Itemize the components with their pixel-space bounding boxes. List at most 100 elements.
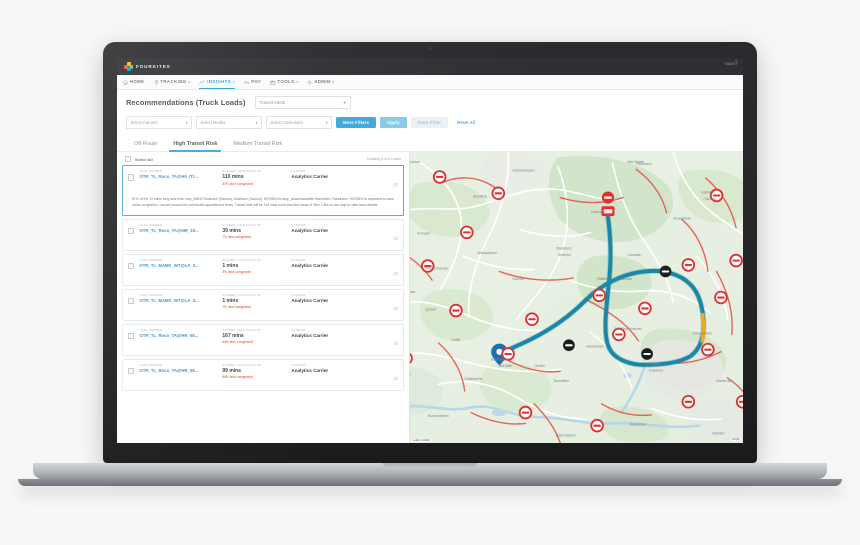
incident-marker[interactable] bbox=[735, 394, 743, 409]
incident-marker[interactable] bbox=[501, 347, 515, 361]
incident-marker[interactable] bbox=[592, 288, 607, 303]
tab-medium-transit-risk[interactable]: Medium Transit Risk bbox=[233, 140, 283, 147]
incident-marker[interactable] bbox=[612, 327, 626, 342]
incident-marker[interactable] bbox=[460, 225, 474, 240]
brand-logo[interactable]: FOURKITES bbox=[124, 62, 171, 71]
incident-marker[interactable] bbox=[681, 258, 696, 272]
load-number-link[interactable]: OTR_TL_MABD_WT@LA_0... bbox=[139, 262, 199, 268]
svg-text:Wildsachsen: Wildsachsen bbox=[478, 251, 497, 255]
hide-load-icon[interactable] bbox=[392, 174, 399, 192]
map-attribution[interactable]: Leaflet | HERE bbox=[411, 439, 432, 442]
user-label[interactable]: MADDY bbox=[724, 62, 738, 66]
reset-all-link[interactable]: Reset All bbox=[457, 119, 475, 125]
loads-list[interactable]: LOAD NUMBER OTR_TL_Roco_TA@HIl_ITl... SL… bbox=[117, 165, 409, 443]
hide-load-icon[interactable] bbox=[392, 368, 399, 386]
delay-value: 39 mins bbox=[222, 227, 242, 234]
svg-text:Auringen: Auringen bbox=[417, 232, 431, 236]
svg-text:Niedernhausen: Niedernhausen bbox=[426, 266, 449, 270]
nav-item-admin[interactable]: ADMIN ▾ bbox=[307, 75, 334, 89]
incident-marker[interactable] bbox=[563, 339, 575, 352]
row-checkbox[interactable] bbox=[128, 262, 135, 269]
hide-load-icon[interactable] bbox=[392, 333, 399, 351]
row-checkbox[interactable] bbox=[128, 297, 135, 304]
nav-item-home[interactable]: HOME bbox=[123, 75, 145, 89]
row-checkbox[interactable] bbox=[128, 174, 135, 181]
load-number-link[interactable]: OTR_TL_Roco_TA@HIl_ITl... bbox=[139, 174, 198, 180]
load-number-link[interactable]: OTR_TL_Roco_TA@MR_19... bbox=[139, 227, 199, 233]
column-label-carrier: CARRIER bbox=[291, 293, 306, 297]
select-carriers-dropdown[interactable]: Select Carriers ▾ bbox=[126, 116, 192, 129]
incident-marker[interactable] bbox=[420, 259, 435, 273]
load-detail-text: 87% of the 13 miles long lane from stop_… bbox=[132, 197, 394, 207]
key-icon bbox=[244, 80, 250, 85]
load-number-link[interactable]: OTR_TL_Roco_TA@HR_08... bbox=[139, 332, 199, 338]
webcam-icon bbox=[428, 47, 432, 50]
row-checkbox[interactable] bbox=[128, 227, 135, 234]
route-map[interactable]: Niederhausen Vockenhausen Fischbach Brem… bbox=[409, 152, 743, 443]
incident-marker[interactable] bbox=[729, 253, 743, 268]
tab-off-route[interactable]: Off-Route bbox=[134, 140, 158, 147]
user-menu-caret-icon[interactable]: ▾ bbox=[735, 59, 737, 63]
nav-item-po[interactable]: PO# bbox=[244, 75, 261, 89]
incident-marker[interactable] bbox=[410, 352, 413, 364]
chevron-down-icon: ▾ bbox=[185, 119, 188, 125]
list-item[interactable]: LOAD NUMBER OTR_TL_Roco_TA@MR_19... SLOW… bbox=[122, 218, 404, 251]
select-customers-dropdown[interactable]: Select Customers ▾ bbox=[266, 116, 332, 129]
incident-marker[interactable] bbox=[449, 303, 463, 318]
nav-item-tools[interactable]: TOOLS ▾ bbox=[270, 75, 298, 89]
map-lakes bbox=[491, 373, 632, 417]
hide-load-icon[interactable] bbox=[392, 263, 399, 281]
delay-value: 1 mins bbox=[222, 297, 239, 304]
row-checkbox[interactable] bbox=[128, 332, 135, 339]
incident-marker[interactable] bbox=[714, 290, 728, 305]
alert-type-select[interactable]: Transit Alerts ▾ bbox=[254, 96, 351, 109]
nav-item-tracking[interactable]: TRACKING ▾ bbox=[154, 75, 191, 89]
list-item[interactable]: LOAD NUMBER OTR_TL_Roco_TA@HR_09... SLOW… bbox=[122, 358, 404, 391]
svg-text:Schwalbach: Schwalbach bbox=[673, 216, 691, 220]
incident-marker[interactable] bbox=[681, 394, 696, 409]
more-filters-button[interactable]: More Filters bbox=[336, 117, 377, 128]
nav-item-insights[interactable]: INSIGHTS ▾ bbox=[199, 75, 235, 90]
origin-marker[interactable] bbox=[601, 206, 615, 217]
incident-marker[interactable] bbox=[518, 405, 533, 420]
select-all-checkbox[interactable] bbox=[125, 156, 132, 163]
apply-button[interactable]: Apply bbox=[380, 117, 407, 128]
load-number-link[interactable]: OTR_TL_MABD_WT@LA_0... bbox=[139, 297, 199, 303]
incident-marker[interactable] bbox=[432, 170, 447, 184]
incident-marker[interactable] bbox=[701, 342, 715, 357]
incident-marker[interactable] bbox=[525, 312, 539, 327]
column-label-load-number: LOAD NUMBER bbox=[139, 223, 163, 227]
incident-marker[interactable] bbox=[709, 188, 724, 203]
list-item[interactable]: LOAD NUMBER OTR_TL_MABD_WT@LA_0... SLOWE… bbox=[122, 253, 404, 286]
list-item[interactable]: LOAD NUMBER OTR_TL_MABD_WT@LA_0... SLOWE… bbox=[122, 288, 404, 321]
list-item[interactable]: LOAD NUMBER OTR_TL_Roco_TA@HIl_ITl... SL… bbox=[122, 165, 404, 216]
svg-text:Naurod: Naurod bbox=[512, 277, 523, 281]
tab-high-transit-risk[interactable]: High Transit Risk bbox=[165, 136, 225, 152]
chevron-down-icon: ▾ bbox=[232, 80, 235, 84]
list-item[interactable]: LOAD NUMBER OTR_TL_Roco_TA@HR_08... SLOW… bbox=[122, 323, 404, 356]
save-filter-button[interactable]: Save Filter bbox=[410, 117, 449, 128]
chevron-down-icon: ▾ bbox=[296, 80, 299, 84]
incident-marker[interactable] bbox=[601, 191, 615, 204]
select-modes-dropdown[interactable]: Select Modes ▾ bbox=[196, 116, 262, 129]
incident-marker[interactable] bbox=[590, 418, 604, 433]
svg-text:Frankfurt-Hoechst: Frankfurt-Hoechst bbox=[615, 327, 642, 331]
congestion-value: 7% lane congested bbox=[222, 305, 252, 310]
hide-load-icon[interactable] bbox=[392, 298, 399, 316]
home-icon bbox=[123, 79, 128, 85]
congestion-value: 7% lane congested bbox=[222, 235, 252, 240]
svg-text:Eddersheim: Eddersheim bbox=[465, 377, 483, 381]
column-label-carrier: CARRIER bbox=[291, 258, 306, 262]
row-checkbox[interactable] bbox=[128, 367, 135, 374]
column-label-carrier: CARRIER bbox=[291, 363, 306, 367]
incident-marker[interactable] bbox=[641, 348, 653, 360]
svg-text:Hattersheim: Hattersheim bbox=[491, 357, 509, 361]
incident-marker[interactable] bbox=[491, 186, 506, 201]
filter-bar: Select Carriers ▾ Select Modes ▾ Select … bbox=[126, 116, 734, 136]
map-water bbox=[410, 363, 701, 429]
hide-load-icon[interactable] bbox=[392, 228, 399, 246]
load-number-link[interactable]: OTR_TL_Roco_TA@HR_09... bbox=[139, 367, 199, 373]
incident-marker[interactable] bbox=[638, 301, 652, 316]
incident-marker[interactable] bbox=[659, 265, 672, 278]
column-label-carrier: CARRIER bbox=[291, 170, 306, 174]
